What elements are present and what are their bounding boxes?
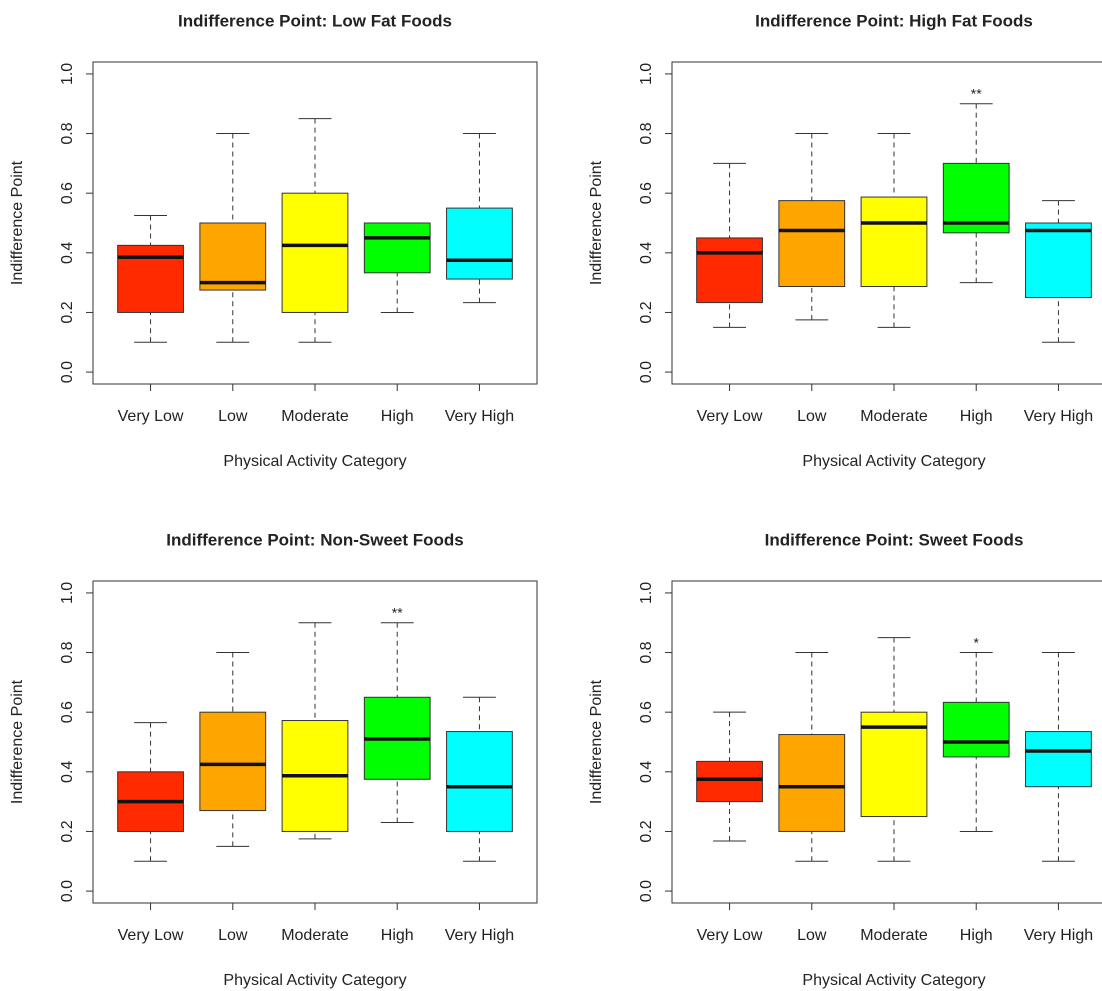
chart-title: Indifference Point: Sweet Foods [765, 530, 1024, 549]
x-tick-label: Low [218, 927, 248, 944]
y-tick-label: 0.8 [59, 641, 76, 663]
y-tick-label: 1.0 [638, 582, 655, 604]
box [860, 196, 928, 288]
y-tick-label: 0.6 [59, 701, 76, 723]
box [778, 734, 846, 832]
y-axis-label: Indifference Point [588, 679, 605, 804]
y-tick-label: 1.0 [59, 582, 76, 604]
box [117, 244, 184, 313]
box [199, 711, 267, 812]
y-tick-label: 0.8 [59, 122, 76, 144]
box [778, 200, 846, 288]
y-tick-label: 0.0 [59, 361, 76, 383]
chart-title: Indifference Point: Low Fat Foods [178, 11, 452, 30]
significance-annotation: * [973, 634, 979, 650]
box [696, 760, 763, 803]
significance-annotation: ** [971, 85, 982, 101]
panel: Indifference Point: Sweet Foods Indiffere… [588, 530, 1102, 989]
y-tick-label: 0.4 [59, 761, 76, 783]
y-tick-label: 0.4 [59, 242, 76, 264]
y-axis-label: Indifference Point [9, 160, 26, 285]
panel: Indifference Point: Non-Sweet Foods Indif… [9, 530, 538, 989]
x-tick-label: High [960, 408, 993, 425]
x-tick-label: Very Low [697, 927, 763, 944]
x-tick-label: Very High [1024, 927, 1093, 944]
y-tick-label: 0.2 [59, 301, 76, 323]
panel: Indifference Point: High Fat Foods Indiff… [588, 11, 1102, 470]
x-tick-label: Moderate [281, 408, 349, 425]
y-tick-label: 1.0 [59, 63, 76, 85]
y-tick-label: 0.2 [59, 820, 76, 842]
x-axis-label: Physical Activity Category [802, 972, 985, 989]
y-tick-label: 0.0 [638, 880, 655, 902]
y-tick-label: 0.2 [638, 301, 655, 323]
x-tick-label: Low [218, 408, 248, 425]
y-tick-label: 0.0 [638, 361, 655, 383]
y-tick-label: 0.4 [638, 242, 655, 264]
box [281, 192, 349, 313]
y-tick-label: 1.0 [638, 63, 655, 85]
y-axis-label: Indifference Point [588, 160, 605, 285]
chart-title: Indifference Point: Non-Sweet Foods [166, 530, 464, 549]
box [696, 237, 763, 304]
x-tick-label: Low [797, 408, 827, 425]
x-axis-label: Physical Activity Category [223, 453, 406, 470]
y-tick-label: 0.6 [638, 701, 655, 723]
x-tick-label: Very High [1024, 408, 1093, 425]
x-tick-label: Very Low [118, 927, 184, 944]
y-tick-label: 0.4 [638, 761, 655, 783]
box [446, 731, 513, 832]
box [942, 701, 1010, 758]
y-tick-label: 0.8 [638, 641, 655, 663]
x-tick-label: High [381, 927, 414, 944]
y-tick-label: 0.6 [638, 182, 655, 204]
y-tick-label: 0.0 [59, 880, 76, 902]
box [199, 222, 267, 291]
y-tick-label: 0.8 [638, 122, 655, 144]
x-tick-label: Very Low [118, 408, 184, 425]
box [363, 222, 431, 274]
x-tick-label: Moderate [860, 927, 928, 944]
x-tick-label: Very High [445, 927, 514, 944]
x-axis-label: Physical Activity Category [802, 453, 985, 470]
x-axis-label: Physical Activity Category [223, 972, 406, 989]
x-tick-label: Low [797, 927, 827, 944]
chart-title: Indifference Point: High Fat Foods [755, 11, 1033, 30]
box [1025, 222, 1092, 299]
box [1025, 731, 1092, 788]
y-axis-label: Indifference Point [9, 679, 26, 804]
x-tick-label: Moderate [860, 408, 928, 425]
box [446, 207, 513, 280]
x-tick-label: High [960, 927, 993, 944]
significance-annotation: ** [392, 604, 403, 620]
panel: Indifference Point: Low Fat Foods Indiffe… [9, 11, 538, 470]
y-tick-label: 0.2 [638, 820, 655, 842]
x-tick-label: Very High [445, 408, 514, 425]
y-tick-label: 0.6 [59, 182, 76, 204]
x-tick-label: Moderate [281, 927, 349, 944]
x-tick-label: High [381, 408, 414, 425]
box [860, 711, 928, 818]
x-tick-label: Very Low [697, 408, 763, 425]
